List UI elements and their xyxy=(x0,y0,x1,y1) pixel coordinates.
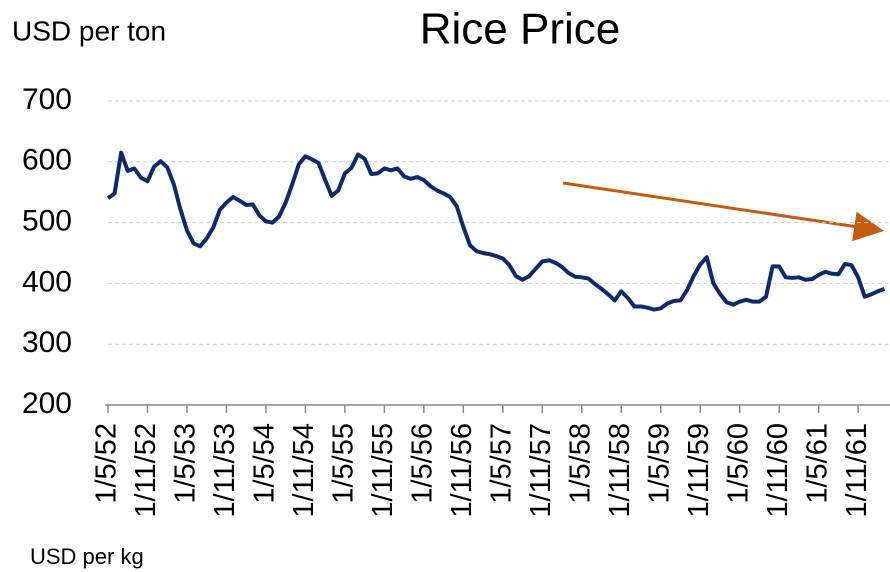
x-tick-label: 1/5/54 xyxy=(249,423,281,504)
x-tick-label: 1/11/57 xyxy=(525,423,557,518)
x-tick-label: 1/11/55 xyxy=(367,423,399,518)
x-tick-label: 1/11/61 xyxy=(841,423,873,518)
y-tick-label: 600 xyxy=(22,144,72,177)
x-tick-label: 1/5/52 xyxy=(91,423,123,504)
x-tick-label: 1/5/61 xyxy=(801,423,833,504)
y-tick-label: 400 xyxy=(22,265,72,298)
y-tick-label: 700 xyxy=(22,83,72,116)
x-tick-label: 1/11/54 xyxy=(288,423,320,518)
y-tick-label: 300 xyxy=(22,326,72,359)
x-tick-label: 1/5/60 xyxy=(722,423,754,504)
next-chart-y-label: USD per kg xyxy=(30,544,144,569)
x-tick-label: 1/11/56 xyxy=(446,423,478,518)
chart-title: Rice Price xyxy=(420,5,621,54)
x-tick-label: 1/5/59 xyxy=(643,423,675,504)
x-tick-label: 1/11/53 xyxy=(209,423,241,518)
x-tick-label: 1/5/58 xyxy=(564,423,596,504)
y-tick-label: 200 xyxy=(22,387,72,420)
x-tick-label: 1/11/60 xyxy=(762,423,794,518)
x-tick-label: 1/5/55 xyxy=(328,423,360,504)
price-line xyxy=(106,150,886,312)
x-tick-label: 1/5/53 xyxy=(170,423,202,504)
y-tick-label: 500 xyxy=(22,205,72,238)
x-tick-label: 1/5/56 xyxy=(406,423,438,504)
x-tick-label: 1/11/52 xyxy=(130,423,162,518)
x-tick-label: 1/11/58 xyxy=(604,423,636,518)
x-tick-label: 1/5/57 xyxy=(485,423,517,504)
x-tick-label: 1/11/59 xyxy=(683,423,715,518)
y-axis-label: USD per ton xyxy=(12,15,166,46)
